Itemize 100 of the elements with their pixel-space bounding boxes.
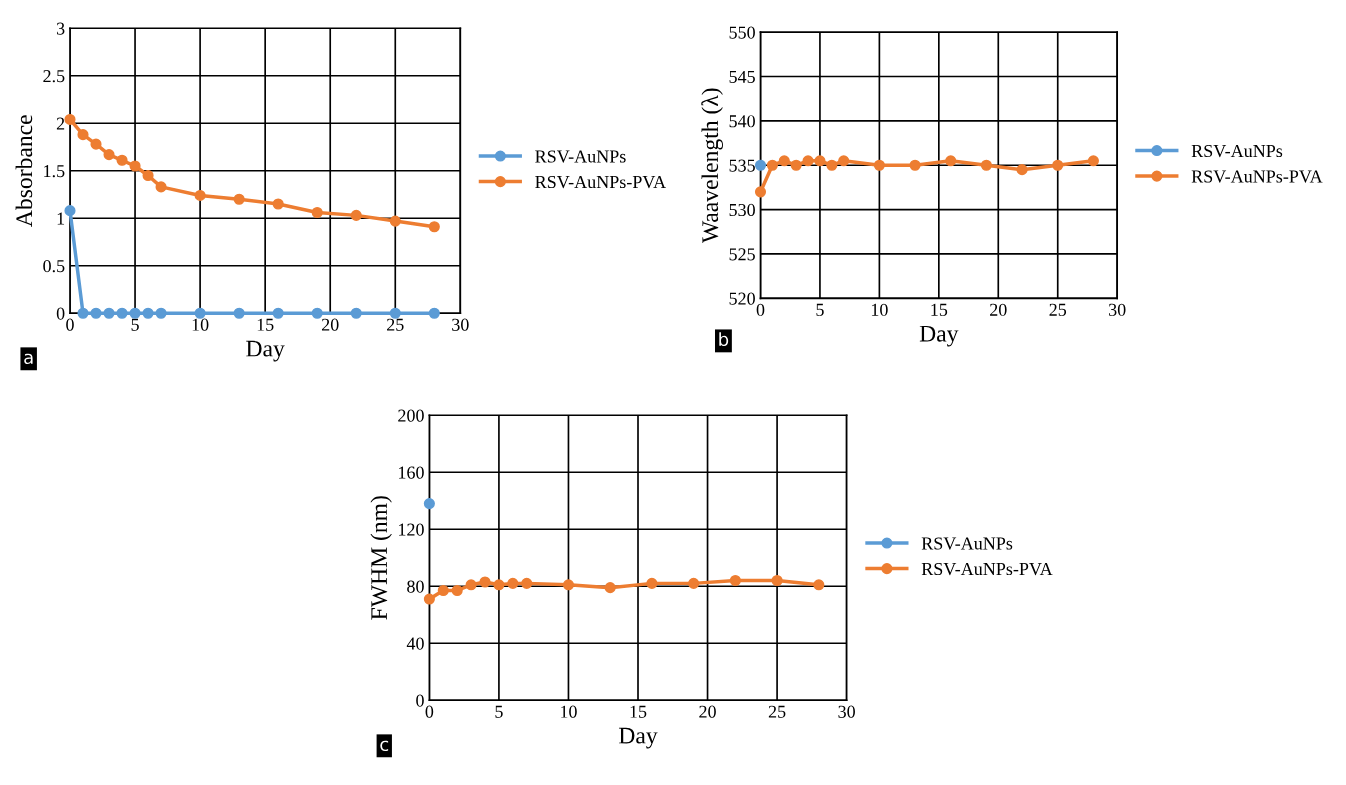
y-tick-label: 120 bbox=[399, 523, 424, 536]
point bbox=[1016, 164, 1028, 176]
x-tick-label: 0 bbox=[66, 318, 74, 331]
point bbox=[272, 307, 284, 319]
point bbox=[790, 159, 802, 171]
point bbox=[604, 582, 616, 594]
point bbox=[311, 307, 323, 319]
point bbox=[521, 577, 533, 589]
y-tick-label: 1.5 bbox=[44, 165, 65, 178]
x-tick-label: 10 bbox=[192, 318, 209, 331]
point bbox=[437, 584, 449, 597]
y-tick-label: 545 bbox=[729, 70, 755, 83]
y-tick-label: 80 bbox=[407, 580, 424, 593]
x-axis-title: Day bbox=[246, 340, 285, 362]
point bbox=[350, 307, 362, 319]
point bbox=[311, 206, 323, 219]
x-tick-label: 25 bbox=[387, 318, 404, 331]
x-tick-label: 10 bbox=[871, 303, 888, 316]
x-tick-label: 20 bbox=[699, 705, 716, 718]
point bbox=[90, 307, 102, 319]
x-tick-label: 25 bbox=[1049, 303, 1067, 316]
y-axis-title: Waavelength (λ) bbox=[701, 88, 723, 244]
y-tick-label: 540 bbox=[729, 115, 755, 128]
point bbox=[465, 579, 477, 591]
y-tick-label: 200 bbox=[398, 409, 424, 422]
text: c bbox=[380, 740, 389, 752]
point bbox=[423, 593, 435, 605]
point bbox=[562, 579, 575, 591]
point bbox=[389, 307, 401, 319]
x-axis-title: Day bbox=[919, 325, 959, 347]
point bbox=[945, 155, 957, 167]
legend-label: RSV-AuNPs bbox=[1191, 144, 1283, 158]
x-tick-label: 15 bbox=[630, 705, 647, 718]
point bbox=[814, 155, 826, 167]
point bbox=[129, 307, 141, 319]
text: a bbox=[24, 353, 33, 365]
point bbox=[194, 189, 206, 201]
y-tick-label: 0 bbox=[416, 694, 424, 707]
point bbox=[194, 307, 206, 319]
point bbox=[909, 159, 921, 171]
point bbox=[142, 307, 154, 319]
point bbox=[64, 205, 76, 217]
y-axis-title: Absorbance bbox=[15, 115, 33, 227]
legend-label: RSV-AuNPs-PVA bbox=[535, 175, 666, 189]
point bbox=[766, 159, 778, 171]
point bbox=[233, 307, 245, 319]
point bbox=[729, 574, 741, 587]
point bbox=[64, 113, 76, 126]
text: b bbox=[719, 332, 729, 347]
point bbox=[155, 307, 167, 319]
point bbox=[428, 307, 440, 319]
point bbox=[233, 193, 245, 205]
y-tick-label: 0.5 bbox=[43, 259, 65, 273]
x-tick-label: 0 bbox=[756, 303, 765, 316]
point bbox=[350, 209, 362, 221]
point bbox=[77, 307, 89, 319]
y-tick-label: 530 bbox=[729, 203, 755, 217]
point bbox=[802, 155, 814, 167]
x-tick-label: 5 bbox=[495, 705, 503, 718]
y-tick-label: 550 bbox=[729, 26, 755, 39]
point bbox=[813, 579, 825, 591]
point bbox=[451, 584, 463, 597]
y-tick-label: 2.5 bbox=[43, 70, 65, 83]
x-tick-label: 30 bbox=[838, 705, 855, 718]
legend-label: RSV-AuNPs-PVA bbox=[921, 562, 1053, 576]
point bbox=[142, 169, 154, 182]
x-axis-title: Day bbox=[619, 727, 658, 749]
point bbox=[771, 574, 783, 587]
legend-label: RSV-AuNPs-PVA bbox=[1191, 170, 1323, 183]
x-tick-label: 15 bbox=[257, 318, 274, 331]
point bbox=[103, 307, 115, 319]
y-axis-title: FWHM (nm) bbox=[370, 496, 392, 620]
y-tick-label: 520 bbox=[729, 292, 755, 305]
y-tick-label: 525 bbox=[729, 248, 755, 261]
y-tick-label: 40 bbox=[406, 637, 424, 650]
legend-label: RSV-AuNPs bbox=[535, 150, 626, 163]
point bbox=[103, 149, 115, 161]
point bbox=[826, 159, 838, 171]
point bbox=[754, 159, 767, 171]
point bbox=[129, 160, 141, 172]
point bbox=[77, 129, 89, 141]
point bbox=[688, 577, 700, 589]
x-tick-label: 5 bbox=[816, 303, 824, 316]
x-tick-label: 20 bbox=[321, 318, 339, 331]
x-tick-label: 5 bbox=[131, 318, 139, 331]
point bbox=[1052, 159, 1064, 171]
y-tick-label: 535 bbox=[729, 159, 755, 172]
point bbox=[90, 138, 102, 150]
point bbox=[754, 186, 767, 198]
point bbox=[116, 307, 128, 319]
point bbox=[507, 577, 519, 589]
legend-label: RSV-AuNPs bbox=[921, 537, 1013, 550]
point bbox=[646, 577, 658, 589]
point bbox=[1087, 155, 1099, 167]
point bbox=[428, 221, 440, 233]
x-tick-label: 30 bbox=[452, 318, 469, 331]
point bbox=[155, 181, 167, 193]
point bbox=[423, 498, 435, 510]
point bbox=[493, 579, 505, 591]
x-tick-label: 20 bbox=[990, 303, 1007, 316]
